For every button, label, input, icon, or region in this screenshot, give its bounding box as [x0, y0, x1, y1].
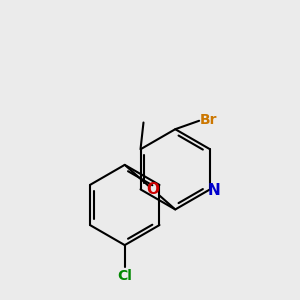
Text: N: N: [208, 183, 220, 198]
Text: Br: Br: [200, 113, 218, 127]
Text: Cl: Cl: [117, 269, 132, 283]
Text: O: O: [146, 182, 159, 197]
